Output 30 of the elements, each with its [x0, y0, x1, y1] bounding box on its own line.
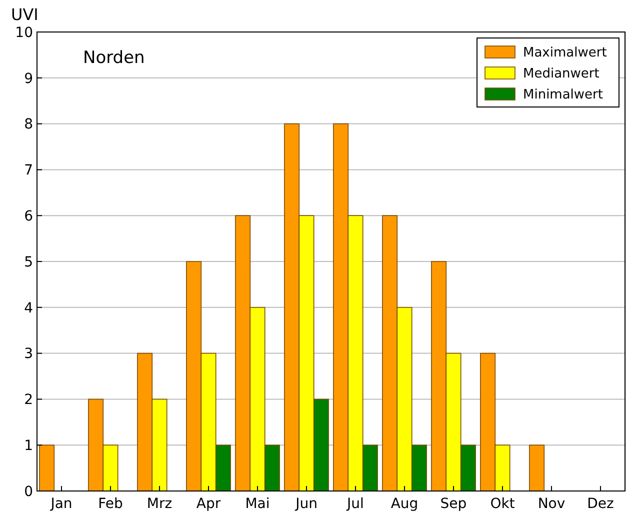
x-tick-label: Mai — [245, 496, 270, 512]
legend-label: Medianwert — [523, 66, 600, 82]
y-axis-title: UVI — [11, 5, 38, 24]
y-tick-label: 3 — [24, 346, 33, 362]
legend-label: Minimalwert — [523, 88, 603, 103]
x-tick-label: Jan — [50, 496, 72, 512]
y-tick-label: 10 — [15, 24, 33, 41]
y-tick-label: 4 — [24, 300, 34, 316]
y-tick-label: 2 — [24, 392, 33, 408]
x-tick-label: Jun — [294, 496, 318, 512]
y-tick-label: 0 — [24, 484, 33, 500]
annotation: Norden — [83, 48, 145, 68]
x-tick-label: Okt — [490, 496, 516, 512]
y-tick-label: 5 — [24, 254, 33, 270]
bar — [39, 444, 55, 492]
x-tick-label: Feb — [98, 496, 123, 512]
x-tick-label: Aug — [390, 496, 418, 512]
x-tick-label: Jul — [346, 496, 364, 512]
y-tick-label: 1 — [24, 438, 33, 454]
x-tick-label: Mrz — [146, 496, 172, 512]
x-tick-label: Dez — [587, 496, 614, 512]
legend-label: Maximalwert — [523, 46, 607, 61]
y-tick-label: 7 — [24, 162, 33, 179]
y-tick-label: 8 — [24, 116, 33, 133]
x-tick-label: Sep — [440, 496, 467, 512]
x-tick-label: Apr — [196, 496, 221, 512]
y-tick-label: 9 — [24, 70, 33, 87]
bar — [529, 444, 545, 492]
y-tick-label: 6 — [24, 208, 34, 224]
x-tick-label: Nov — [538, 496, 566, 512]
